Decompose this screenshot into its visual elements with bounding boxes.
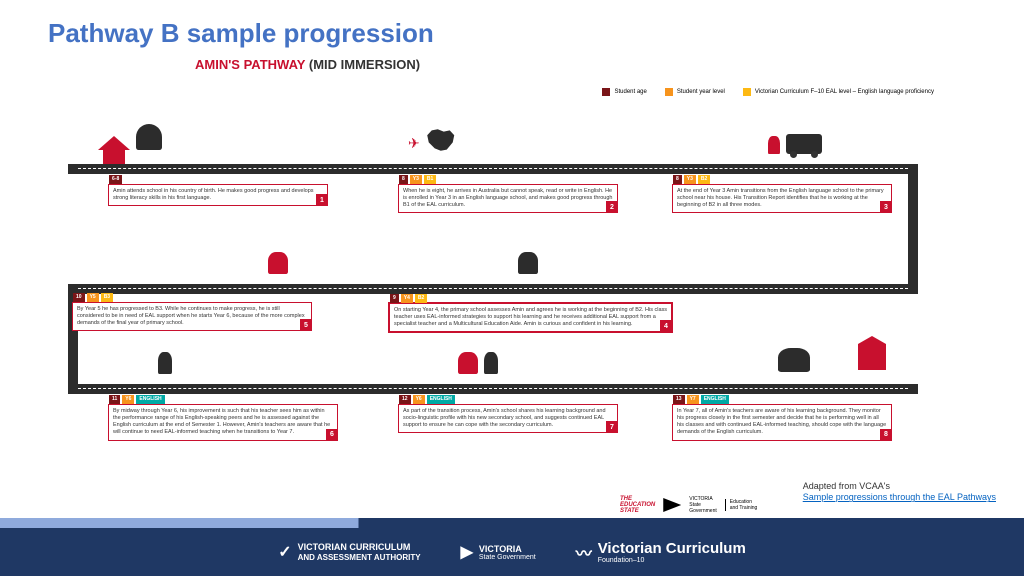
credit: Adapted from VCAA's Sample progressions … (803, 481, 996, 504)
footer-accent (0, 518, 1024, 528)
slide-title: Pathway B sample progression (0, 0, 1024, 49)
footer-logo-vic: ▶VICTORIAState Government (461, 542, 536, 562)
credit-link[interactable]: Sample progressions through the EAL Path… (803, 492, 996, 502)
group-icon (778, 348, 810, 372)
pathway-title: AMIN'S PATHWAY (MID IMMERSION) (0, 49, 1024, 72)
presenter-icon (458, 352, 498, 374)
student-laptop-icon (268, 252, 288, 274)
legend-item: Student year level (665, 88, 725, 96)
pathway-card-1: 6-8Amin attends school in his country of… (108, 184, 328, 206)
home-icon (98, 124, 162, 150)
pathway-card-3: 8Y3B2At the end of Year 3 Amin transitio… (672, 184, 892, 213)
australia-icon: ✈ (408, 128, 456, 152)
footer-logo-curriculum: 〰Victorian CurriculumFoundation–10 (576, 540, 746, 564)
footer: ✓VICTORIAN CURRICULUMAND ASSESSMENT AUTH… (0, 528, 1024, 576)
pathway-card-2: 8Y3B1When he is eight, he arrives in Aus… (398, 184, 618, 213)
reading-icon (518, 252, 538, 274)
pathway-sub: (MID IMMERSION) (309, 57, 420, 72)
school-icon (858, 344, 886, 370)
footer-logo-vcaa: ✓VICTORIAN CURRICULUMAND ASSESSMENT AUTH… (278, 542, 420, 562)
legend: Student age Student year level Victorian C… (602, 88, 934, 96)
legend-item: Student age (602, 88, 646, 96)
pathway-card-5: 10Y5B3By Year 5 he has progressed to B3.… (72, 302, 312, 331)
pathway-card-7: 12Y6ENGLISHAs part of the transition pro… (398, 404, 618, 433)
pathway-name: AMIN'S PATHWAY (195, 57, 305, 72)
legend-item: Victorian Curriculum F–10 EAL level – En… (743, 88, 934, 96)
bus-icon (768, 134, 822, 154)
pathway-card-6: 11Y6ENGLISHBy midway through Year 6, his… (108, 404, 338, 441)
source-logos: THEEDUCATIONSTATE VICTORIAStateGovernmen… (620, 496, 757, 514)
teacher-icon (158, 352, 172, 374)
pathway-diagram: ✈ 6-8Amin attends school in his country … (68, 104, 918, 464)
pathway-card-4: 9Y4B2On starting Year 4, the primary sch… (388, 302, 673, 333)
pathway-card-8: 13Y7ENGLISHIn Year 7, all of Amin's teac… (672, 404, 892, 441)
